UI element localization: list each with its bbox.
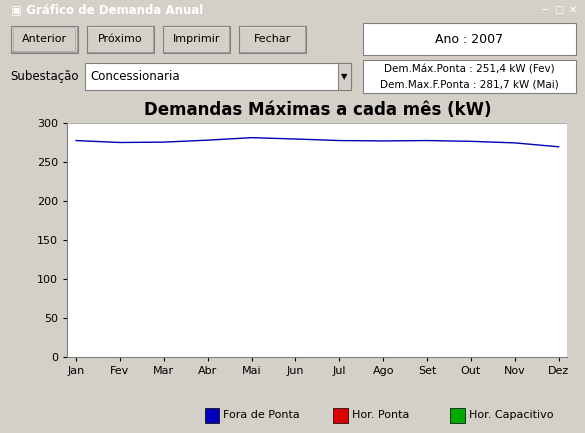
Text: ▣ Gráfico de Demanda Anual: ▣ Gráfico de Demanda Anual — [11, 3, 203, 17]
Text: Anterior: Anterior — [22, 34, 67, 44]
Text: Fora de Ponta: Fora de Ponta — [223, 410, 300, 420]
Bar — [450, 408, 465, 423]
Bar — [88, 26, 153, 52]
Bar — [240, 26, 305, 28]
Bar — [87, 26, 154, 53]
Bar — [12, 26, 77, 28]
Text: ▼: ▼ — [341, 71, 348, 81]
Text: Fechar: Fechar — [254, 34, 291, 44]
Bar — [11, 26, 78, 53]
Text: Dem.Max.F.Ponta : 281,7 kW (Mai): Dem.Max.F.Ponta : 281,7 kW (Mai) — [380, 80, 559, 90]
Bar — [88, 26, 153, 28]
Bar — [239, 26, 306, 53]
Bar — [13, 27, 75, 51]
Text: ✕: ✕ — [569, 5, 577, 15]
Text: Dem.Máx.Ponta : 251,4 kW (Fev): Dem.Máx.Ponta : 251,4 kW (Fev) — [384, 65, 555, 74]
Text: Ano : 2007: Ano : 2007 — [435, 33, 504, 46]
Bar — [87, 26, 154, 53]
Text: Subestação: Subestação — [11, 70, 79, 84]
Text: Imprimir: Imprimir — [173, 34, 220, 44]
Text: Hor. Capacitivo: Hor. Capacitivo — [469, 410, 553, 420]
Text: Próximo: Próximo — [98, 34, 143, 44]
Bar — [363, 60, 576, 94]
Bar — [205, 408, 219, 423]
Text: □: □ — [554, 5, 563, 15]
Bar — [163, 26, 230, 53]
Bar — [240, 26, 305, 52]
Bar — [338, 63, 351, 90]
Bar — [239, 26, 306, 53]
Bar — [85, 63, 351, 90]
Bar — [12, 26, 77, 52]
Bar — [11, 26, 78, 53]
Text: Hor. Ponta: Hor. Ponta — [352, 410, 410, 420]
Bar — [164, 26, 229, 52]
Bar — [163, 26, 230, 53]
Title: Demandas Máximas a cada mês (kW): Demandas Máximas a cada mês (kW) — [143, 101, 491, 119]
Bar — [164, 26, 229, 28]
Bar — [333, 408, 348, 423]
Text: ─: ─ — [541, 5, 547, 15]
Text: Concessionaria: Concessionaria — [91, 70, 180, 83]
Bar — [363, 23, 576, 55]
